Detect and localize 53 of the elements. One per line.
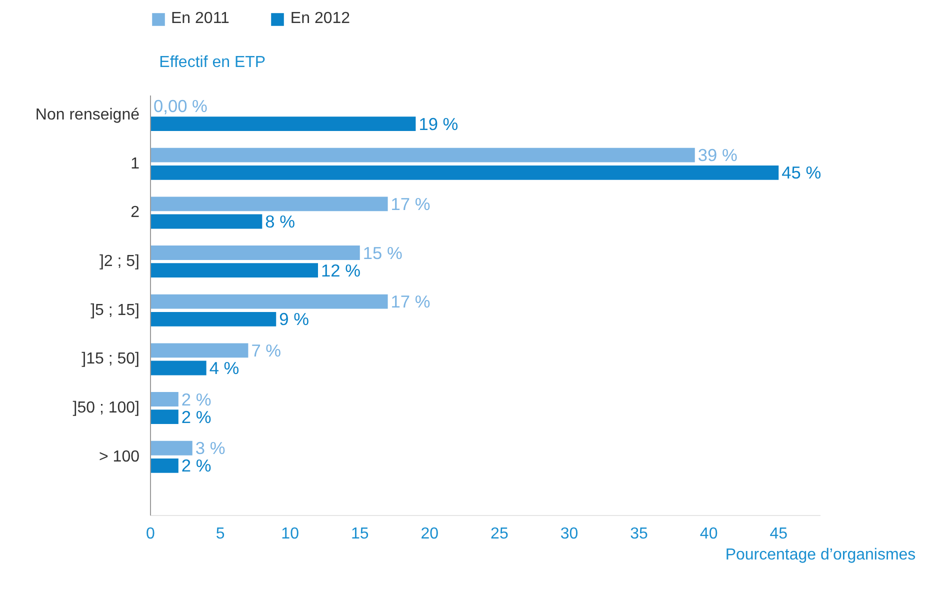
x-tick-label: 15 bbox=[350, 526, 369, 542]
y-axis-title: Effectif en ETP bbox=[159, 54, 266, 71]
y-tick-label: > 100 bbox=[99, 448, 140, 466]
data-label: 4 % bbox=[209, 358, 240, 378]
data-label: 39 % bbox=[698, 145, 738, 166]
y-tick-label: Non renseigné bbox=[35, 106, 140, 124]
bar bbox=[150, 392, 178, 406]
bar bbox=[150, 440, 192, 456]
x-axis-title: Pourcentage d’organismes bbox=[725, 546, 916, 564]
data-label: 17 % bbox=[390, 292, 430, 312]
bar bbox=[150, 148, 695, 162]
data-label: 17 % bbox=[390, 194, 430, 214]
x-tick-label: 10 bbox=[281, 526, 300, 542]
x-tick-label: 20 bbox=[420, 526, 439, 542]
legend-label: En 2012 bbox=[290, 10, 350, 28]
data-label: 2 % bbox=[181, 406, 212, 427]
data-label: 9 % bbox=[279, 309, 309, 330]
x-tick-label: 0 bbox=[146, 526, 156, 542]
x-tick-label: 45 bbox=[770, 526, 788, 542]
bar bbox=[150, 360, 206, 376]
data-label: 7 % bbox=[251, 340, 282, 360]
bar bbox=[150, 116, 416, 132]
y-tick-label: ]2 ; 5] bbox=[99, 253, 140, 270]
x-tick-label: 5 bbox=[216, 526, 225, 542]
data-label: 12 % bbox=[321, 260, 360, 280]
x-tick-label: 25 bbox=[490, 526, 508, 542]
bar bbox=[150, 196, 388, 212]
y-tick-label: ]5 ; 15] bbox=[90, 302, 140, 319]
data-label: 8 % bbox=[265, 212, 296, 232]
bar bbox=[150, 458, 178, 473]
data-label: 2 % bbox=[181, 389, 212, 410]
data-label: 19 % bbox=[418, 114, 458, 134]
data-label: 2 % bbox=[181, 456, 212, 476]
data-label: 0,00 % bbox=[154, 96, 208, 116]
y-tick-label: 1 bbox=[130, 155, 140, 172]
data-label: 3 % bbox=[195, 438, 226, 458]
x-tick-label: 40 bbox=[700, 526, 718, 542]
data-label: 45 % bbox=[782, 162, 822, 183]
legend-label: En 2011 bbox=[171, 10, 230, 28]
bar bbox=[150, 263, 318, 278]
bar bbox=[150, 294, 388, 309]
x-tick-label: 35 bbox=[630, 526, 648, 542]
bar bbox=[150, 410, 178, 424]
bar bbox=[150, 312, 276, 326]
y-tick-label: ]50 ; 100] bbox=[72, 400, 140, 417]
data-label: 15 % bbox=[362, 242, 402, 263]
y-tick-label: 2 bbox=[130, 204, 140, 222]
bar bbox=[150, 165, 779, 180]
y-tick-label: ]15 ; 50] bbox=[82, 350, 140, 368]
bar bbox=[150, 343, 248, 358]
bar bbox=[150, 246, 360, 260]
x-tick-label: 30 bbox=[560, 526, 578, 542]
bar bbox=[150, 214, 262, 229]
